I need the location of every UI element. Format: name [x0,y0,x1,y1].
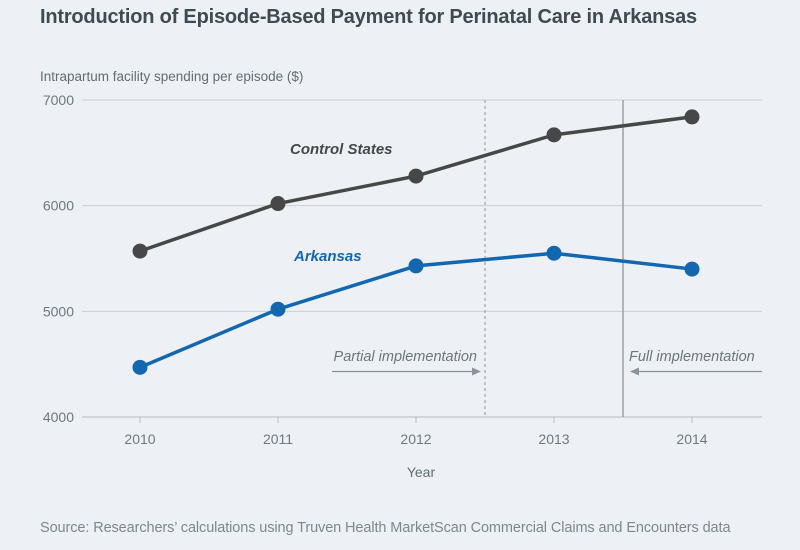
x-tick-label: 2011 [263,431,293,447]
series-label-control-states: Control States [290,141,393,158]
x-tick-label: 2012 [400,431,431,447]
y-tick-label: 5000 [43,303,74,319]
annotation-partial-implementation-label: Partial implementation [333,349,477,365]
arkansas-point-2014 [684,261,700,277]
control-states-point-2013 [546,127,562,143]
left-arrowhead-icon [630,367,639,376]
control-states-point-2012 [408,168,424,184]
chart-title: Introduction of Episode-Based Payment fo… [40,6,697,28]
y-tick-label: 4000 [43,409,74,425]
series-label-arkansas: Arkansas [294,248,362,265]
x-tick-label: 2010 [124,431,155,447]
x-tick-label: 2014 [676,431,707,447]
control-states-point-2014 [684,109,700,125]
right-arrowhead-icon [472,367,481,376]
y-axis-title: Intrapartum facility spending per episod… [40,69,304,84]
x-axis-title: Year [406,464,436,480]
arkansas-point-2011 [270,301,286,317]
arkansas-point-2013 [546,245,562,261]
source-note: Source: Researchers’ calculations using … [40,520,731,536]
annotation-full-implementation-label: Full implementation [629,349,755,365]
control-states-point-2010 [132,243,148,259]
arkansas-point-2012 [408,258,424,274]
y-tick-label: 7000 [43,92,74,108]
control-states-point-2011 [270,196,286,212]
arkansas-point-2010 [132,359,148,375]
x-tick-label: 2013 [538,431,569,447]
control-states-line [138,115,694,253]
y-tick-label: 6000 [43,198,74,214]
